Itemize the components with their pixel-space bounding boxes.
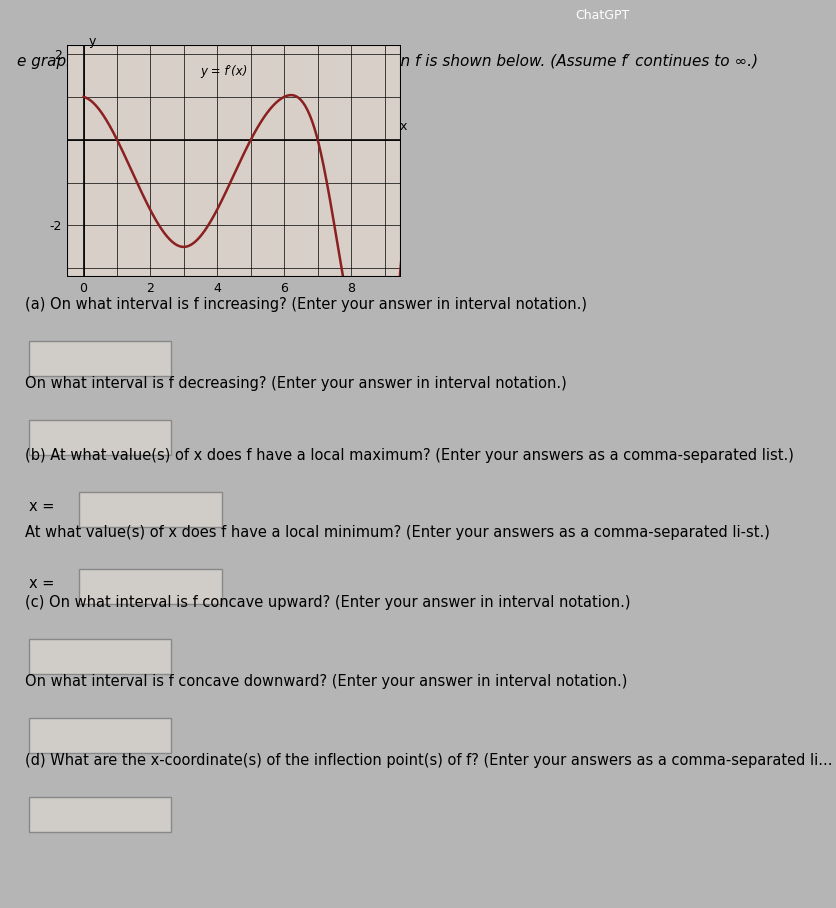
FancyBboxPatch shape (79, 492, 222, 527)
Text: x =: x = (29, 577, 59, 591)
FancyBboxPatch shape (29, 718, 171, 753)
Text: y: y (89, 35, 96, 47)
Text: ChatGPT: ChatGPT (575, 9, 629, 23)
Text: (d) What are the x-coordinate(s) of the inflection point(s) of f? (Enter your an: (d) What are the x-coordinate(s) of the … (25, 753, 833, 768)
FancyBboxPatch shape (29, 341, 171, 376)
FancyBboxPatch shape (29, 796, 171, 832)
Text: (c) On what interval is f concave upward? (Enter your answer in interval notatio: (c) On what interval is f concave upward… (25, 595, 630, 610)
Text: On what interval is f decreasing? (Enter your answer in interval notation.): On what interval is f decreasing? (Enter… (25, 376, 567, 391)
Text: x =: x = (29, 499, 59, 514)
Text: x: x (400, 120, 406, 133)
FancyBboxPatch shape (79, 569, 222, 604)
Text: (a) On what interval is f increasing? (Enter your answer in interval notation.): (a) On what interval is f increasing? (E… (25, 297, 587, 312)
FancyBboxPatch shape (29, 419, 171, 455)
Text: y = f′(x): y = f′(x) (201, 65, 248, 78)
FancyBboxPatch shape (29, 639, 171, 674)
Text: On what interval is f concave downward? (Enter your answer in interval notation.: On what interval is f concave downward? … (25, 674, 628, 689)
Text: e graph of the derivative f′ of a continuous function f is shown below. (Assume : e graph of the derivative f′ of a contin… (17, 54, 758, 69)
Text: (b) At what value(s) of x does f have a local maximum? (Enter your answers as a : (b) At what value(s) of x does f have a … (25, 448, 794, 463)
Text: At what value(s) of x does f have a local minimum? (Enter your answers as a comm: At what value(s) of x does f have a loca… (25, 525, 770, 540)
